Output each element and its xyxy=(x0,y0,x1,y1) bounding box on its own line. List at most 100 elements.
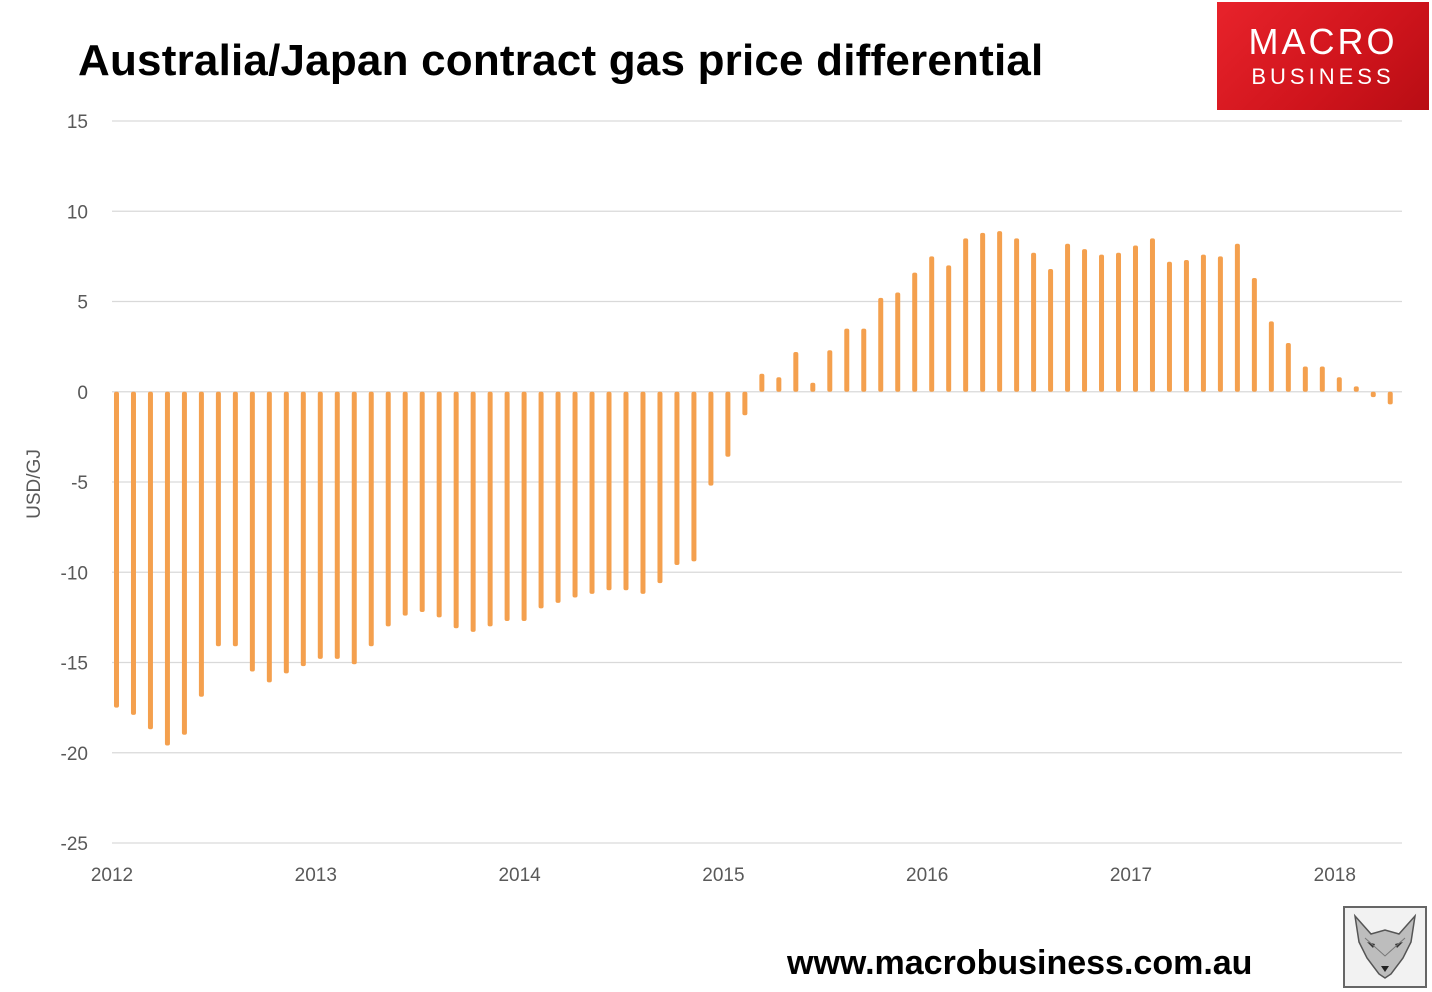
bar xyxy=(827,350,833,392)
bar xyxy=(606,391,612,591)
bar xyxy=(504,391,510,621)
bar xyxy=(1234,243,1240,392)
logo-text-macro: MACRO xyxy=(1248,21,1398,62)
bar xyxy=(963,238,969,392)
bar xyxy=(215,391,221,647)
footer-url-link[interactable]: www.macrobusiness.com.au xyxy=(787,944,1253,982)
bar xyxy=(181,391,187,735)
bar xyxy=(521,391,527,621)
bar xyxy=(232,391,238,647)
y-tick-label: -20 xyxy=(61,744,88,765)
bar xyxy=(1132,245,1138,392)
y-axis-label: USD/GJ xyxy=(24,449,45,519)
bar xyxy=(793,352,799,392)
bar xyxy=(351,391,357,665)
bar xyxy=(1251,278,1257,392)
bar xyxy=(453,391,459,629)
x-axis-ticks: 2012 2013 2014 2015 2016 2017 2018 xyxy=(91,865,1356,886)
bar xyxy=(1217,256,1223,392)
bar xyxy=(1166,261,1172,392)
y-tick-label: 5 xyxy=(77,293,88,314)
logo-text-business: BUSINESS xyxy=(1251,64,1395,89)
bar xyxy=(1065,243,1071,392)
bar xyxy=(1302,366,1308,392)
bar xyxy=(113,391,119,708)
y-tick-label: 10 xyxy=(67,202,88,223)
bar xyxy=(1014,238,1020,392)
bar xyxy=(997,231,1003,392)
gridlines xyxy=(112,120,1402,844)
bar xyxy=(436,391,442,618)
bar xyxy=(1353,386,1359,392)
bar xyxy=(130,391,136,715)
bar xyxy=(1183,259,1189,392)
bar xyxy=(487,391,493,627)
bar xyxy=(419,391,425,612)
bar xyxy=(742,391,748,416)
x-tick-label: 2016 xyxy=(906,865,948,886)
bar xyxy=(929,256,935,392)
bar xyxy=(555,391,561,603)
bar xyxy=(317,391,323,659)
bar xyxy=(1031,252,1037,392)
y-tick-label: -25 xyxy=(61,834,88,855)
bar xyxy=(1370,391,1376,398)
bar xyxy=(725,391,731,457)
bar xyxy=(1336,377,1342,392)
bar-series xyxy=(113,231,1393,746)
x-tick-label: 2015 xyxy=(702,865,744,886)
y-axis-ticks: 15 10 5 0 -5 -10 -15 -20 -25 xyxy=(61,112,88,855)
chart-title: Australia/Japan contract gas price diffe… xyxy=(78,36,1044,85)
bar xyxy=(1116,252,1122,392)
bar xyxy=(674,391,680,566)
bar xyxy=(691,391,697,562)
bar xyxy=(844,328,850,392)
x-tick-label: 2013 xyxy=(295,865,337,886)
bar xyxy=(1319,366,1325,392)
bar xyxy=(147,391,153,730)
bar xyxy=(1387,391,1393,405)
y-tick-label: -15 xyxy=(61,654,88,675)
bar xyxy=(589,391,595,594)
bar xyxy=(164,391,170,746)
y-tick-label: -10 xyxy=(61,563,88,584)
bar xyxy=(912,272,918,392)
x-tick-label: 2014 xyxy=(498,865,541,886)
bar xyxy=(300,391,306,667)
bar xyxy=(657,391,663,584)
bar xyxy=(708,391,714,486)
bar xyxy=(572,391,578,598)
bar xyxy=(334,391,340,659)
bar xyxy=(368,391,374,647)
bar xyxy=(776,377,782,392)
bar xyxy=(249,391,255,672)
bar xyxy=(980,232,986,392)
bar xyxy=(1200,254,1206,392)
y-tick-label: 0 xyxy=(77,383,88,404)
bar xyxy=(861,328,867,392)
macrobusiness-logo[interactable]: MACRO BUSINESS xyxy=(1217,2,1429,110)
bar xyxy=(640,391,646,594)
x-tick-label: 2018 xyxy=(1314,865,1356,886)
bar xyxy=(623,391,629,591)
x-tick-label: 2017 xyxy=(1110,865,1152,886)
bar xyxy=(402,391,408,616)
bar xyxy=(759,373,765,392)
x-tick-label: 2012 xyxy=(91,865,133,886)
bar xyxy=(895,292,901,392)
bar xyxy=(198,391,204,697)
bar xyxy=(878,297,884,392)
bar xyxy=(266,391,272,683)
fox-logo-icon xyxy=(1343,906,1427,988)
bar xyxy=(946,265,952,392)
bar xyxy=(810,382,816,392)
y-tick-label: -5 xyxy=(71,473,88,494)
bar xyxy=(470,391,476,632)
bar xyxy=(283,391,289,674)
bar xyxy=(1082,249,1088,392)
bar xyxy=(385,391,391,627)
bar xyxy=(1099,254,1105,392)
bar xyxy=(1149,238,1155,392)
bar xyxy=(1048,269,1054,392)
